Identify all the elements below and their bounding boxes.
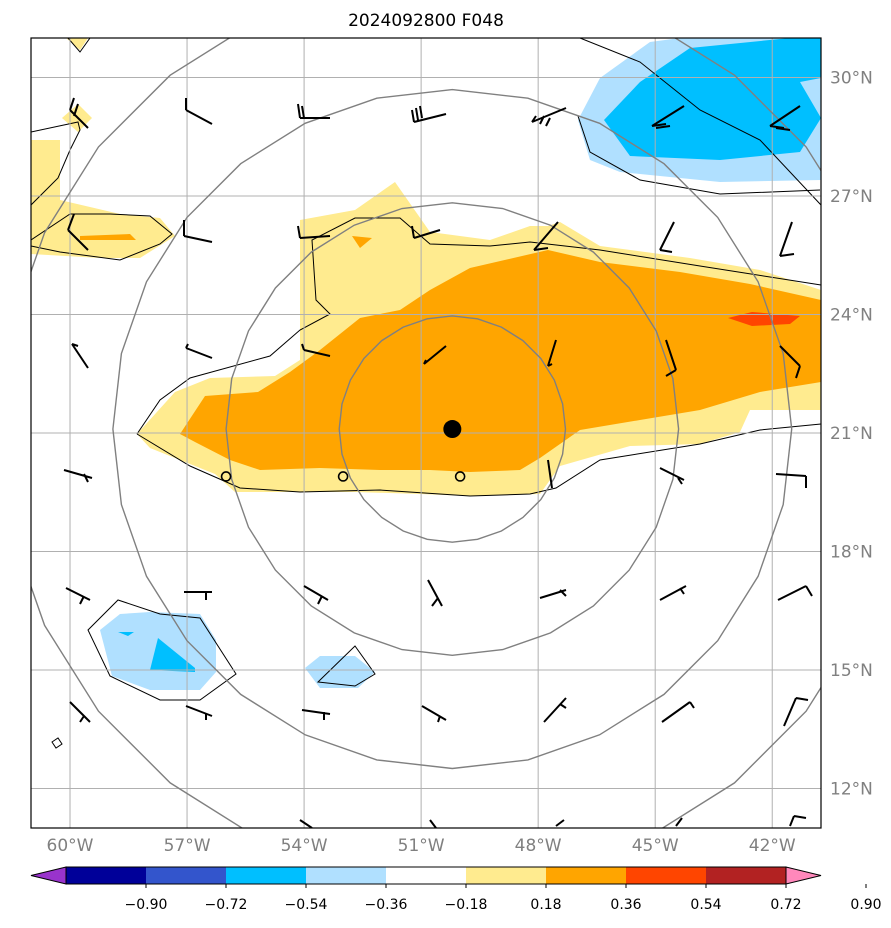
colorbar: −0.90 −0.72 −0.54 −0.36 −0.18 0.18 0.36 0.54 0.7… xyxy=(30,866,882,913)
colorbar-segment xyxy=(226,867,306,884)
lon-tick-label: 48°W xyxy=(515,836,562,856)
colorbar-segment xyxy=(306,867,386,884)
lat-tick-label: 15°N xyxy=(830,661,873,681)
colorbar-outline xyxy=(65,866,787,885)
colorbar-segment xyxy=(146,867,226,884)
storm-center-marker xyxy=(443,420,462,439)
track-point-circle xyxy=(220,471,232,482)
lon-tick-label: 60°W xyxy=(47,836,94,856)
range-rings xyxy=(31,38,821,828)
colorbar-segment xyxy=(706,867,786,884)
colorbar-tick-label: 0.90 xyxy=(850,897,881,913)
range-ring xyxy=(112,88,793,770)
colorbar-tick-label: −0.90 xyxy=(125,897,168,913)
lon-tick-label: 51°W xyxy=(398,836,445,856)
filled-contour-red-orange xyxy=(728,312,800,326)
map-grid xyxy=(31,38,821,828)
lat-tick-label: 24°N xyxy=(830,306,873,326)
track-point-circle xyxy=(337,471,349,482)
lon-tick-label: 57°W xyxy=(164,836,211,856)
range-ring xyxy=(225,202,680,657)
lon-tick-label: 54°W xyxy=(281,836,328,856)
colorbar-segment xyxy=(386,867,466,884)
colorbar-tick-label: −0.36 xyxy=(365,897,408,913)
wind-barbs xyxy=(63,97,813,828)
colorbar-segment xyxy=(466,867,546,884)
colorbar-tick-label: 0.18 xyxy=(530,897,561,913)
colorbar-tick-label: 0.54 xyxy=(690,897,721,913)
lat-tick-labels: 30°N 27°N 24°N 21°N 18°N 15°N 12°N xyxy=(830,69,873,800)
range-ring xyxy=(31,38,821,828)
lat-tick-label: 30°N xyxy=(830,69,873,89)
colorbar-tick-label: −0.72 xyxy=(205,897,248,913)
colorbar-extend-high xyxy=(785,866,822,885)
lon-tick-labels: 60°W 57°W 54°W 51°W 48°W 45°W 42°W xyxy=(47,836,796,856)
lat-tick-label: 18°N xyxy=(830,543,873,563)
map-frame xyxy=(30,37,822,829)
chart-title: 2024092800 F048 xyxy=(348,11,504,31)
track-markers xyxy=(220,420,466,482)
filled-contour-sky-blue xyxy=(118,38,821,672)
colorbar-tick-label: 0.72 xyxy=(770,897,801,913)
lon-tick-label: 42°W xyxy=(749,836,796,856)
colorbar-tick-label: −0.54 xyxy=(285,897,328,913)
lat-tick-label: 21°N xyxy=(830,424,873,444)
colorbar-segment xyxy=(546,867,626,884)
colorbar-segment xyxy=(626,867,706,884)
lon-tick-label: 45°W xyxy=(632,836,679,856)
colorbar-segment xyxy=(66,867,146,884)
lat-tick-label: 27°N xyxy=(830,187,873,207)
lat-tick-label: 12°N xyxy=(830,780,873,800)
colorbar-tick-label: 0.36 xyxy=(610,897,641,913)
range-ring xyxy=(338,315,567,543)
colorbar-tick-label: −0.18 xyxy=(445,897,488,913)
colorbar-extend-low xyxy=(30,866,67,885)
track-point-circle xyxy=(454,471,466,482)
